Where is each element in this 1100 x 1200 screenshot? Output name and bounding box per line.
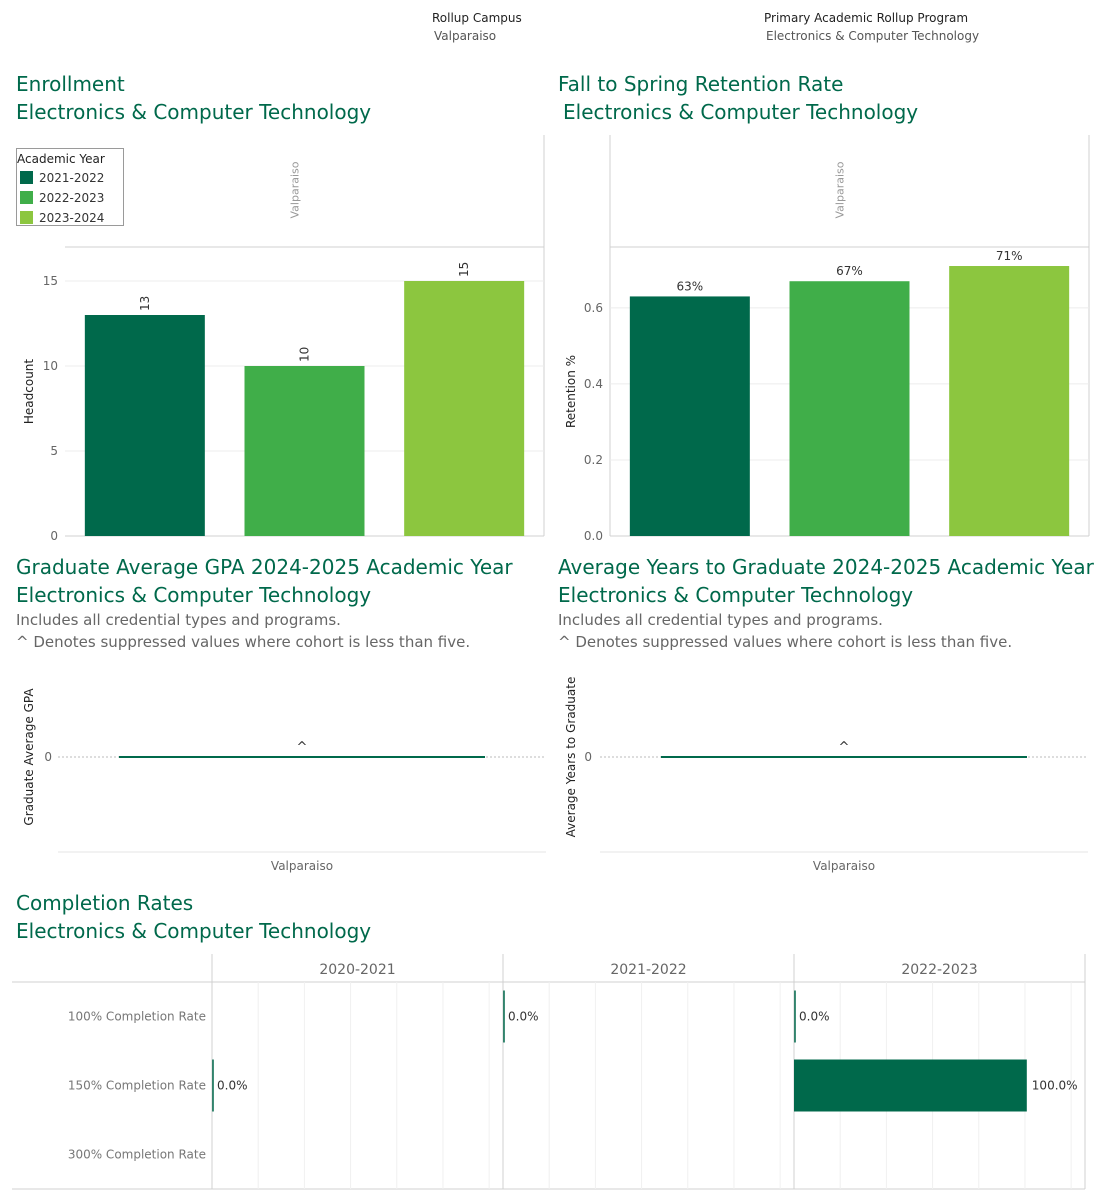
years-title: Average Years to Graduate 2024-2025 Acad… [558,555,1094,579]
data-label: ^ [297,740,308,755]
gpa-note-2: ^ Denotes suppressed values where cohort… [16,633,471,651]
years-chart: 0 Average Years to Graduate ^ Valparaiso [564,677,1088,873]
retention-title: Fall to Spring Retention Rate [558,72,844,96]
data-label: 13 [138,296,152,311]
column-header: 2020-2021 [319,962,395,978]
legend-title: Academic Year [17,152,105,166]
academic-year-legend[interactable]: Academic Year 2021-2022 2022-2023 2023-2… [16,148,124,226]
legend-item-2023-2024[interactable]: 2023-2024 [20,210,104,226]
enrollment-subtitle: Electronics & Computer Technology [16,100,372,124]
completion-title: Completion Rates [16,891,194,915]
completion-chart: 2020-2021 2021-2022 2022-2023 100% Completi… [12,954,1086,1190]
legend-label: 2022-2023 [39,191,105,205]
completion-subtitle: Electronics & Computer Technology [16,919,372,943]
legend-label: 2023-2024 [39,211,105,225]
y-tick-label: 5 [50,444,58,458]
data-label: 0.0% [508,1010,539,1024]
gpa-chart: 0 Graduate Average GPA ^ Valparaiso [22,688,546,873]
column-header: 2021-2022 [610,962,686,978]
data-label: 71% [996,249,1023,263]
legend-swatch [20,191,33,204]
retention-subtitle: Electronics & Computer Technology [563,100,919,124]
data-label: 10 [298,347,312,362]
bar-2023-2024 [404,281,525,536]
legend-item-2022-2023[interactable]: 2022-2023 [20,190,104,206]
program-filter-value[interactable]: Electronics & Computer Technology [766,29,980,43]
bar-2022-2023 [244,366,365,536]
y-axis-title: Retention % [564,355,578,428]
y-tick-label: 0 [44,750,52,764]
bar-2021-2022 [84,315,205,536]
years-note-1: Includes all credential types and progra… [558,611,883,629]
y-tick-label: 0.6 [584,301,603,315]
data-label: ^ [839,740,850,755]
legend-swatch [20,211,33,224]
campus-filter-value[interactable]: Valparaiso [434,29,497,43]
data-label: 100.0% [1032,1079,1078,1093]
legend-swatch [20,171,33,184]
y-tick-label: 15 [43,274,58,288]
gpa-note-1: Includes all credential types and progra… [16,611,341,629]
row-label: 150% Completion Rate [68,1079,206,1093]
gpa-title: Graduate Average GPA 2024-2025 Academic … [16,555,513,579]
row-label: 100% Completion Rate [68,1010,206,1024]
legend-item-2021-2022[interactable]: 2021-2022 [20,170,104,186]
y-tick-label: 0.0 [584,529,603,543]
legend-label: 2021-2022 [39,171,105,185]
data-label: 67% [836,264,863,278]
column-header-label: Valparaiso [834,161,847,218]
data-label: 0.0% [799,1010,830,1024]
years-note-2: ^ Denotes suppressed values where cohort… [558,633,1013,651]
y-tick-label: 0 [50,529,58,543]
y-axis-title: Average Years to Graduate [564,677,578,838]
retention-chart: Valparaiso 0.0 0.2 0.4 0.6 Retention % 63% 67% 7… [564,135,1090,543]
bar-2021-2022 [629,296,750,536]
enrollment-chart: Valparaiso 0 5 10 15 Headcount 13 10 15 [22,135,545,543]
campus-filter-label: Rollup Campus [432,11,522,25]
program-filter-label: Primary Academic Rollup Program [764,11,969,25]
x-tick-label: Valparaiso [813,859,875,873]
data-label: 63% [676,279,703,293]
row-label: 300% Completion Rate [68,1148,206,1162]
y-axis-title: Graduate Average GPA [22,688,36,826]
enrollment-title: Enrollment [16,72,125,96]
years-subtitle: Electronics & Computer Technology [558,583,914,607]
y-tick-label: 0 [584,750,592,764]
gpa-subtitle: Electronics & Computer Technology [16,583,372,607]
column-header-label: Valparaiso [289,161,302,218]
column-header: 2022-2023 [901,962,977,978]
completion-bar [794,1059,1027,1112]
y-tick-label: 10 [43,359,58,373]
data-label: 15 [457,262,471,277]
bar-2023-2024 [949,266,1070,536]
bar-2022-2023 [789,281,910,536]
data-label: 0.0% [217,1079,248,1093]
y-tick-label: 0.2 [584,453,603,467]
y-axis-title: Headcount [22,359,36,425]
y-tick-label: 0.4 [584,377,603,391]
x-tick-label: Valparaiso [271,859,333,873]
